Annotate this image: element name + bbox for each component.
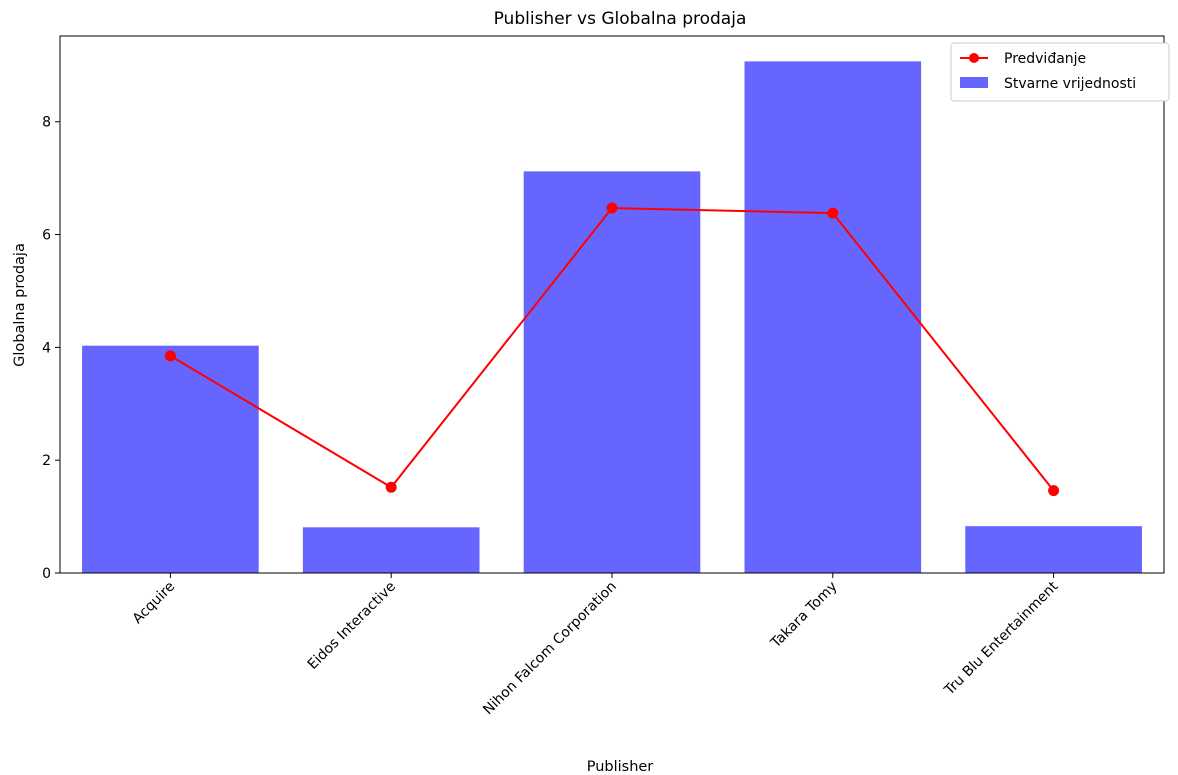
legend-marker-swatch: [969, 53, 979, 63]
bar-2: [523, 171, 701, 573]
prediction-point-2: [606, 202, 618, 214]
bar-layer: [82, 61, 1142, 574]
x-axis-title: Publisher: [587, 759, 654, 775]
x-tick-label-3: Takara Tomy: [767, 579, 840, 652]
x-tick-label-0: Acquire: [130, 579, 179, 628]
y-tick-label-4: 8: [42, 115, 51, 131]
bar-0: [82, 345, 259, 573]
bar-4: [965, 526, 1142, 573]
bar-3: [744, 61, 922, 574]
legend-bar-swatch: [960, 77, 988, 88]
prediction-point-3: [827, 207, 839, 219]
y-tick-label-0: 0: [42, 566, 51, 582]
legend-label-actual: Stvarne vrijednosti: [1004, 76, 1136, 92]
prediction-point-4: [1048, 485, 1060, 497]
legend-label-prediction: Predviđanje: [1004, 51, 1086, 67]
y-tick-label-1: 2: [42, 453, 51, 469]
legend: Predviđanje Stvarne vrijednosti: [950, 42, 1170, 102]
x-tick-label-4: Tru Blu Entertainment: [941, 578, 1062, 699]
x-tick-label-2: Nihon Falcom Corporation: [480, 579, 620, 719]
chart-title: Publisher vs Globalna prodaja: [494, 9, 747, 29]
y-tick-label-2: 4: [42, 340, 51, 356]
y-axis-title: Globalna prodaja: [12, 243, 28, 367]
prediction-point-1: [385, 481, 397, 493]
prediction-point-0: [164, 350, 176, 362]
x-ticks: Acquire Eidos Interactive Nihon Falcom Cor…: [130, 573, 1062, 718]
y-tick-label-3: 6: [42, 228, 51, 244]
prediction-line-layer: [164, 202, 1060, 497]
legend-box: [950, 42, 1170, 102]
x-tick-label-1: Eidos Interactive: [305, 579, 399, 673]
bar-1: [302, 527, 480, 573]
y-ticks: 0 2 4 6 8: [42, 115, 60, 582]
